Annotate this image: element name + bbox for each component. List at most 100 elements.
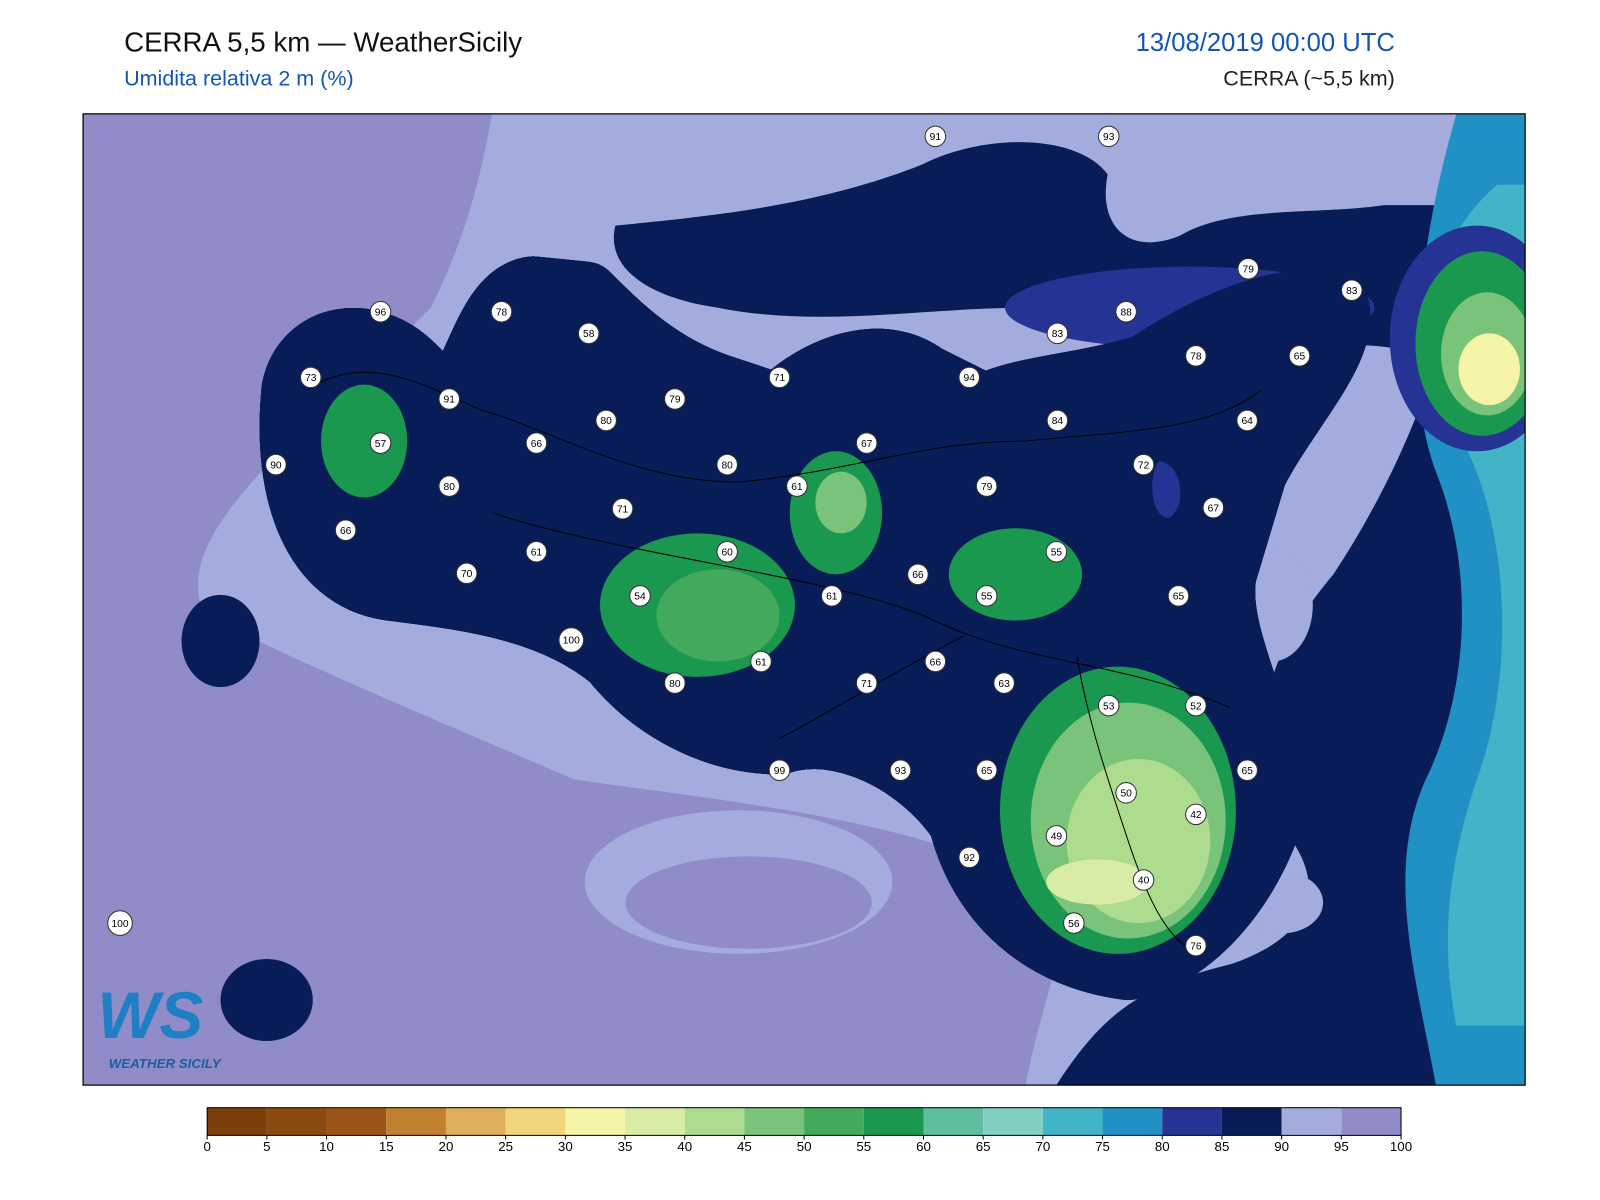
station-marker <box>525 432 548 454</box>
model: CERRA (~5,5 km) <box>1223 67 1395 91</box>
station-marker <box>1045 541 1068 563</box>
logo-mark: WS <box>97 979 203 1052</box>
station-value: 65 <box>981 766 993 777</box>
colorbar-bin <box>1102 1107 1163 1136</box>
station-value: 50 <box>1120 789 1132 800</box>
colorbar-bin <box>445 1107 506 1136</box>
station-marker <box>525 541 548 563</box>
station-value: 93 <box>1103 132 1115 143</box>
station-marker <box>958 366 980 389</box>
station-value: 66 <box>930 657 942 668</box>
station-marker <box>577 322 600 345</box>
station-value: 49 <box>1051 832 1063 843</box>
station-marker <box>1202 496 1225 519</box>
station-marker <box>907 563 929 586</box>
station-marker <box>1097 125 1120 148</box>
colorbar-bin <box>923 1107 984 1136</box>
station-marker <box>1063 912 1085 934</box>
colorbar-tick-label: 90 <box>1274 1139 1289 1154</box>
station-marker <box>558 627 585 653</box>
sea-dark <box>220 958 313 1042</box>
colorbar-tick-label: 50 <box>797 1139 812 1154</box>
colorbar-tick-label: 40 <box>677 1139 692 1154</box>
station-value: 93 <box>895 766 907 777</box>
station-marker <box>1185 934 1207 957</box>
colorbar-tick-label: 75 <box>1095 1139 1110 1154</box>
colorbar-tick-label: 100 <box>1390 1139 1412 1154</box>
station-value: 78 <box>496 308 508 319</box>
colorbar-tick-label: 65 <box>976 1139 991 1154</box>
station-marker <box>1132 869 1155 891</box>
colorbar-tick-label: 5 <box>263 1139 270 1154</box>
station-marker <box>889 759 912 782</box>
station-value: 91 <box>444 395 456 406</box>
station-value: 94 <box>964 373 976 384</box>
calabria <box>1458 333 1520 406</box>
station-marker <box>1045 825 1068 847</box>
colorbar-bin <box>684 1107 745 1136</box>
station-marker <box>924 125 947 148</box>
subtitle: Umidita relativa 2 m (%) <box>124 67 354 91</box>
station-marker <box>369 432 392 454</box>
station-value: 61 <box>755 657 767 668</box>
station-marker <box>334 519 357 542</box>
station-value: 67 <box>1208 503 1220 514</box>
colorbar-tick-label: 15 <box>379 1139 394 1154</box>
stations: 91 93 96 78 58 79 83 88 83 73 91 79 71 94 78 65 80 84 64 57… <box>107 125 1363 957</box>
map-frame <box>82 113 1526 1086</box>
station-marker <box>768 366 791 389</box>
station-value: 79 <box>669 395 681 406</box>
station-value: 71 <box>617 504 629 515</box>
station-marker <box>611 497 634 520</box>
station-value: 63 <box>998 679 1010 690</box>
station-marker <box>369 301 392 323</box>
station-value: 65 <box>1173 592 1185 603</box>
colorbar-tick-label: 85 <box>1215 1139 1230 1154</box>
colorbar-tick-label: 30 <box>558 1139 573 1154</box>
station-value: 56 <box>1068 919 1080 930</box>
station-value: 83 <box>1346 286 1358 297</box>
colorbar-tick-label: 80 <box>1155 1139 1170 1154</box>
station-marker <box>750 650 772 673</box>
station-value: 61 <box>791 482 803 493</box>
station-value: 72 <box>1138 460 1150 471</box>
station-marker <box>664 672 686 694</box>
station-marker <box>786 475 808 497</box>
rh-45 <box>815 471 867 534</box>
station-marker <box>664 388 686 410</box>
station-value: 66 <box>531 439 543 450</box>
station-marker <box>768 759 791 782</box>
station-marker <box>975 759 998 782</box>
station-marker <box>1236 409 1258 432</box>
logo-text: WEATHER SICILY <box>109 1056 222 1071</box>
station-value: 73 <box>305 373 317 384</box>
station-marker <box>1132 453 1155 476</box>
station-marker <box>855 672 878 694</box>
rh-55 <box>948 528 1083 621</box>
colorbar-bin <box>1341 1107 1402 1136</box>
rh-80 <box>1152 461 1181 518</box>
station-marker <box>629 585 651 607</box>
station-marker <box>1185 345 1207 367</box>
station-value: 67 <box>861 439 873 450</box>
station-marker <box>821 585 843 607</box>
colorbar-tick-label: 70 <box>1035 1139 1050 1154</box>
station-marker <box>993 672 1015 694</box>
station-value: 88 <box>1120 308 1132 319</box>
station-value: 80 <box>600 416 612 427</box>
datetime: 13/08/2019 00:00 UTC <box>1136 29 1395 57</box>
colorbar-bin <box>565 1107 626 1136</box>
colorbar-bin <box>863 1107 924 1136</box>
colorbar-bin <box>1281 1107 1342 1136</box>
station-value: 52 <box>1190 701 1202 712</box>
station-value: 99 <box>774 766 786 777</box>
colorbar-bin <box>1162 1107 1222 1136</box>
station-value: 80 <box>721 460 733 471</box>
station-marker <box>1167 585 1190 607</box>
colorbar-bin <box>625 1107 685 1136</box>
colorbar-tick-label: 95 <box>1334 1139 1349 1154</box>
station-value: 40 <box>1138 876 1150 887</box>
station-value: 90 <box>270 460 282 471</box>
title: CERRA 5,5 km — WeatherSicily <box>124 26 522 57</box>
station-marker <box>975 585 998 607</box>
